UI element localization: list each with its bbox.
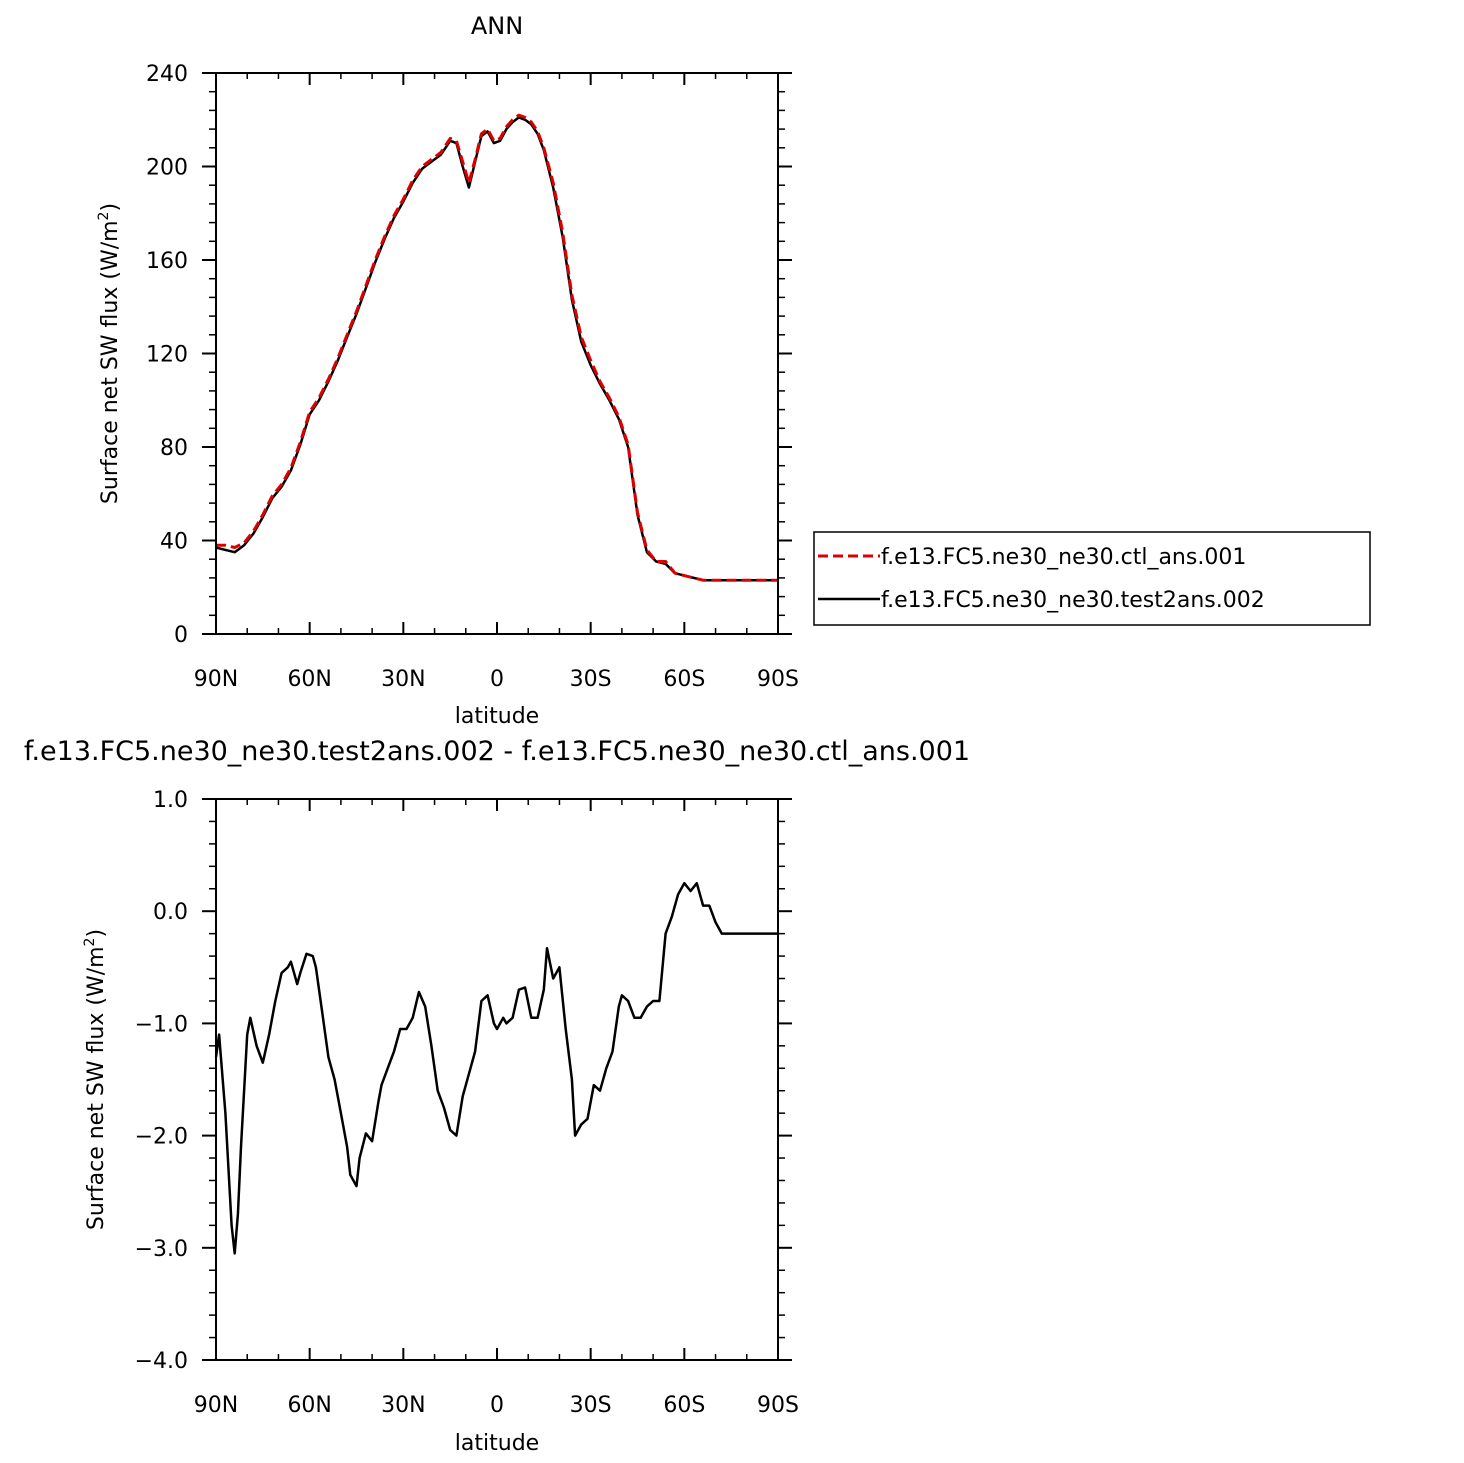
series-line-0 <box>214 881 778 1255</box>
series-line-0 <box>216 113 778 582</box>
y-axis-label: Surface net SW flux (W/m2) <box>96 203 123 504</box>
x-tick-label: 90S <box>757 1393 799 1418</box>
plot-frame-bottom <box>215 798 779 1361</box>
y-tick-label: −1.0 <box>135 1012 188 1037</box>
x-tick-label: 60S <box>663 667 705 692</box>
legend-box <box>813 531 1371 626</box>
y-tick-label: 1.0 <box>153 788 188 813</box>
x-tick-label: 30N <box>381 667 425 692</box>
x-tick-label: 30S <box>570 667 612 692</box>
y-tick-label: 80 <box>160 436 188 461</box>
x-axis-label-bottom: latitude <box>455 1431 539 1456</box>
legend: f.e13.FC5.ne30_ne30.ctl_ans.001 f.e13.FC… <box>813 531 1371 626</box>
legend-label-test: f.e13.FC5.ne30_ne30.test2ans.002 <box>881 588 1265 613</box>
series-line-1 <box>215 116 778 582</box>
x-tick-label: 90N <box>194 667 238 692</box>
y-tick-label: 0.0 <box>153 900 188 925</box>
chart-panel-top: ANN 90N 60N 30N 0 30S 60S 90S 0 40 80 120 160 200 240… <box>96 12 1371 729</box>
y-tick-label: 120 <box>146 343 188 368</box>
y-tick-label: 240 <box>146 62 188 87</box>
legend-label-ctl: f.e13.FC5.ne30_ne30.ctl_ans.001 <box>881 545 1246 570</box>
x-tick-label: 90S <box>757 667 799 692</box>
chart-title: ANN <box>471 12 523 40</box>
chart-title-difference: f.e13.FC5.ne30_ne30.test2ans.002 - f.e13… <box>24 736 970 767</box>
y-tick-label: −2.0 <box>135 1125 188 1150</box>
chart-panel-bottom: f.e13.FC5.ne30_ne30.test2ans.002 - f.e13… <box>24 736 970 1456</box>
x-tick-label: 90N <box>194 1393 238 1418</box>
x-tick-label: 0 <box>490 667 504 692</box>
x-axis-label: latitude <box>455 704 539 729</box>
y-tick-label: 200 <box>146 156 188 181</box>
x-tick-label: 60S <box>663 1393 705 1418</box>
y-axis-label-bottom: Surface net SW flux (W/m2) <box>82 929 109 1230</box>
x-tick-label: 60N <box>287 667 331 692</box>
plot-frame <box>215 72 779 635</box>
y-tick-label: 40 <box>160 530 188 555</box>
x-tick-label: 60N <box>287 1393 331 1418</box>
y-tick-label: −3.0 <box>135 1237 188 1262</box>
x-tick-label: 30N <box>381 1393 425 1418</box>
y-tick-label: 160 <box>146 249 188 274</box>
x-tick-label: 0 <box>490 1393 504 1418</box>
y-tick-label: −4.0 <box>135 1349 188 1374</box>
x-tick-label: 30S <box>570 1393 612 1418</box>
y-tick-label: 0 <box>174 623 188 648</box>
